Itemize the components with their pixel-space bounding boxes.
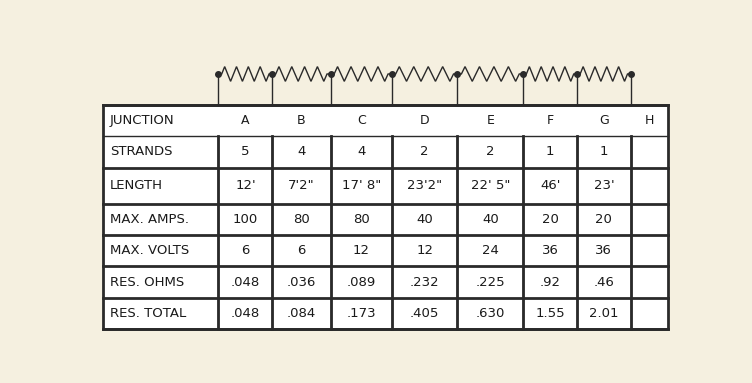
Text: 2: 2 <box>420 146 429 159</box>
Text: 24: 24 <box>482 244 499 257</box>
Text: 20: 20 <box>541 213 559 226</box>
Text: LENGTH: LENGTH <box>110 179 162 192</box>
Text: 1.55: 1.55 <box>535 307 565 320</box>
Text: 1: 1 <box>546 146 554 159</box>
Text: F: F <box>547 114 553 127</box>
Text: .630: .630 <box>475 307 505 320</box>
Text: D: D <box>420 114 429 127</box>
Text: 12: 12 <box>416 244 433 257</box>
Text: .089: .089 <box>347 275 376 288</box>
Text: RES. TOTAL: RES. TOTAL <box>110 307 186 320</box>
Text: 22' 5": 22' 5" <box>471 179 510 192</box>
Text: RES. OHMS: RES. OHMS <box>110 275 184 288</box>
Text: 6: 6 <box>297 244 305 257</box>
Text: 40: 40 <box>482 213 499 226</box>
Text: 80: 80 <box>293 213 310 226</box>
Text: MAX. AMPS.: MAX. AMPS. <box>110 213 189 226</box>
Text: 17' 8": 17' 8" <box>341 179 381 192</box>
Text: 12: 12 <box>353 244 370 257</box>
Text: .92: .92 <box>540 275 560 288</box>
Text: E: E <box>487 114 494 127</box>
Text: A: A <box>241 114 250 127</box>
Text: .048: .048 <box>231 275 260 288</box>
Text: 36: 36 <box>596 244 612 257</box>
Text: 6: 6 <box>241 244 250 257</box>
Text: .173: .173 <box>347 307 376 320</box>
Text: 4: 4 <box>297 146 305 159</box>
Text: H: H <box>644 114 654 127</box>
Text: 36: 36 <box>541 244 559 257</box>
Text: 46': 46' <box>540 179 560 192</box>
Text: 2: 2 <box>486 146 495 159</box>
Text: 1: 1 <box>599 146 608 159</box>
Text: 2.01: 2.01 <box>589 307 619 320</box>
Text: 80: 80 <box>353 213 369 226</box>
Text: MAX. VOLTS: MAX. VOLTS <box>110 244 189 257</box>
Text: G: G <box>599 114 608 127</box>
Text: 4: 4 <box>357 146 365 159</box>
Text: .225: .225 <box>475 275 505 288</box>
Text: 12': 12' <box>235 179 256 192</box>
Text: .232: .232 <box>410 275 439 288</box>
Text: JUNCTION: JUNCTION <box>110 114 174 127</box>
Text: .084: .084 <box>287 307 316 320</box>
Text: STRANDS: STRANDS <box>110 146 172 159</box>
Text: 23': 23' <box>593 179 614 192</box>
Text: .036: .036 <box>287 275 316 288</box>
Bar <box>103 105 668 329</box>
Text: 23'2": 23'2" <box>407 179 442 192</box>
Text: 7'2": 7'2" <box>288 179 314 192</box>
Text: C: C <box>356 114 365 127</box>
Text: .46: .46 <box>593 275 614 288</box>
Text: 40: 40 <box>416 213 433 226</box>
Text: .048: .048 <box>231 307 260 320</box>
Text: 20: 20 <box>596 213 612 226</box>
Text: B: B <box>297 114 306 127</box>
Text: 5: 5 <box>241 146 250 159</box>
Text: 100: 100 <box>233 213 258 226</box>
Text: .405: .405 <box>410 307 439 320</box>
